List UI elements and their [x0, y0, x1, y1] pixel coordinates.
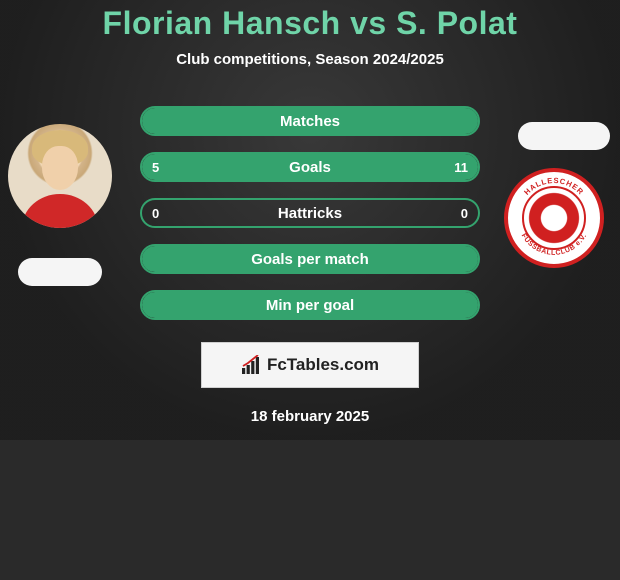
svg-text:HALLESCHER: HALLESCHER [522, 176, 585, 197]
stat-bar-goals: 5 Goals 11 [140, 152, 480, 182]
subtitle: Club competitions, Season 2024/2025 [0, 51, 620, 68]
bar-label: Matches [280, 113, 340, 130]
bar-label: Min per goal [266, 297, 354, 314]
player-name-pill-left [18, 258, 102, 286]
bar-val-left: 5 [152, 160, 159, 175]
bar-label: Goals per match [251, 251, 369, 268]
bar-label: Hattricks [278, 205, 342, 222]
stat-bar-min-per-goal: Min per goal [140, 290, 480, 320]
date-label: 18 february 2025 [0, 408, 620, 425]
footer-brand-logo: FcTables.com [201, 342, 419, 388]
player-avatar-left [8, 124, 112, 228]
stat-bar-hattricks: 0 Hattricks 0 [140, 198, 480, 228]
bar-fill-right [246, 154, 478, 180]
bar-val-right: 11 [454, 160, 468, 175]
page-title: Florian Hansch vs S. Polat [0, 6, 620, 41]
club-badge-right: HALLESCHER FUSSBALLCLUB e.V. [504, 168, 604, 268]
bar-val-left: 0 [152, 206, 159, 221]
stat-bar-matches: Matches [140, 106, 480, 136]
player-name-pill-right [518, 122, 610, 150]
footer-brand-text: FcTables.com [267, 355, 379, 375]
club-badge-text: HALLESCHER FUSSBALLCLUB e.V. [508, 172, 600, 264]
player-face [42, 146, 78, 190]
stat-bar-goals-per-match: Goals per match [140, 244, 480, 274]
bar-val-right: 0 [461, 206, 468, 221]
chart-icon [241, 355, 263, 375]
bar-label: Goals [289, 159, 331, 176]
svg-text:FUSSBALLCLUB e.V.: FUSSBALLCLUB e.V. [520, 233, 589, 257]
player-collar [22, 194, 98, 228]
